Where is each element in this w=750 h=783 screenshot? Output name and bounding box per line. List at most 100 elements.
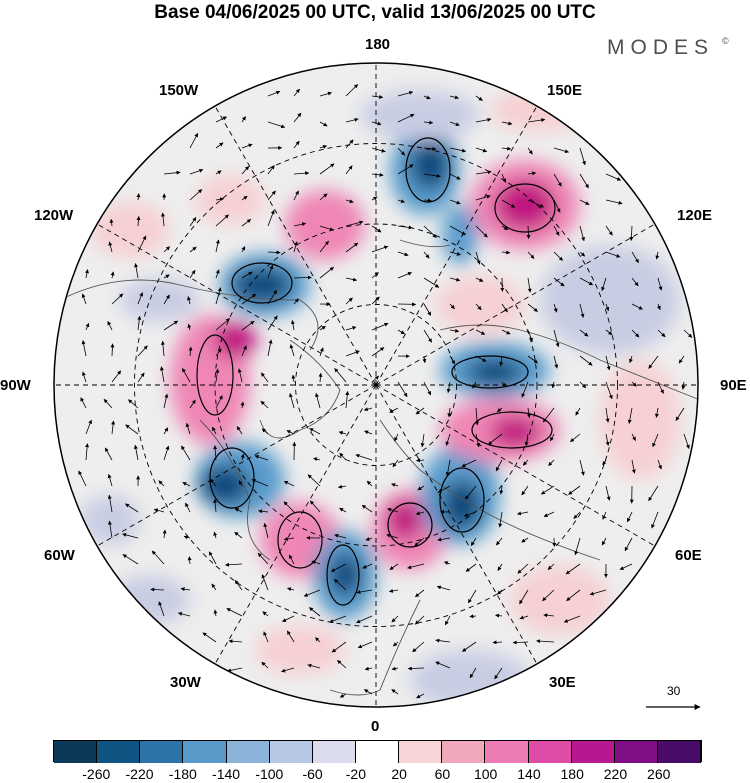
wind-arrow [527, 355, 539, 364]
wind-arrow [122, 554, 139, 565]
wind-arrow [286, 630, 295, 643]
wind-arrow [443, 561, 451, 566]
wind-arrow [371, 375, 379, 383]
wind-arrow [462, 641, 477, 652]
wind-arrow [517, 563, 529, 574]
wind-arrow [501, 381, 506, 388]
wind-arrow [211, 583, 217, 591]
wind-arrow [499, 355, 504, 367]
wind-arrow [215, 239, 220, 253]
wind-arrow [182, 368, 191, 383]
wind-arrow [527, 329, 533, 342]
anomaly-patch [490, 416, 540, 448]
wind-arrow [267, 315, 278, 331]
wind-arrow [311, 560, 321, 565]
wind-arrow [281, 667, 295, 673]
coastline [379, 419, 601, 561]
wind-arrow [527, 147, 533, 155]
anomaly-patch [410, 650, 530, 707]
wind-arrow [467, 589, 477, 604]
wind-arrow [226, 608, 243, 617]
wind-arrow [397, 90, 414, 97]
wind-arrow [215, 287, 222, 305]
wind-arrow [605, 303, 610, 312]
wind-arrow [151, 550, 165, 565]
wind-arrow [648, 485, 659, 502]
wind-arrow [260, 400, 269, 409]
wind-arrow [261, 574, 269, 591]
wind-arrow [288, 554, 295, 565]
wind-arrow [540, 485, 555, 495]
wind-arrow [163, 393, 169, 409]
wind-arrow [654, 407, 659, 418]
wind-arrow [394, 433, 399, 442]
anomaly-patch [120, 278, 200, 322]
wind-arrow [472, 381, 477, 389]
reference-vector-label: 30 [667, 684, 681, 698]
wind-arrow [177, 611, 191, 617]
wind-arrow [338, 484, 347, 489]
wind-arrow [449, 147, 467, 153]
wind-arrow [527, 199, 544, 208]
wind-arrow [605, 407, 610, 423]
wind-arrow [475, 433, 481, 448]
wind-arrow [137, 345, 148, 357]
wind-arrow [494, 667, 503, 680]
wind-arrow [414, 589, 425, 598]
wind-arrow [631, 329, 640, 338]
anomaly-patch [495, 180, 555, 230]
wind-arrow [397, 381, 408, 398]
colorbar-segment [226, 741, 270, 763]
wind-arrow [551, 381, 556, 389]
wind-arrow [240, 453, 245, 461]
wind-arrow [512, 640, 529, 645]
wind-arrow [111, 420, 116, 435]
colorbar-segment [485, 741, 529, 763]
wind-arrow [81, 371, 87, 383]
wind-arrow [416, 693, 425, 699]
lon-label-150e: 150E [547, 82, 583, 99]
wind-arrow [293, 241, 298, 253]
wind-arrow [553, 147, 569, 154]
wind-arrow [315, 637, 321, 643]
wind-arrow [631, 381, 637, 387]
wind-arrow [234, 579, 243, 591]
wind-arrow [187, 323, 192, 331]
wind-arrow [407, 666, 425, 671]
wind-arrow [162, 529, 167, 539]
colorbar-tick-label: 20 [391, 766, 407, 782]
wind-arrow [289, 393, 295, 409]
wind-arrow [362, 563, 373, 569]
wind-arrow [185, 422, 191, 435]
wind-arrow [85, 419, 92, 435]
wind-arrow [213, 531, 218, 539]
latitude-circle [295, 304, 457, 466]
wind-arrow [470, 537, 477, 546]
colorbar-segment [269, 741, 313, 763]
wind-arrow [309, 500, 321, 513]
wind-arrow [589, 589, 607, 596]
wind-arrow [469, 614, 477, 619]
lon-label-90w: 90W [0, 377, 31, 394]
wind-arrow [501, 146, 512, 151]
anomaly-patch [195, 175, 265, 225]
wind-arrow [475, 277, 484, 282]
wind-arrow [657, 329, 666, 338]
wind-vectors [78, 84, 693, 699]
colorbar-segment [442, 741, 486, 763]
colorbar-tick-label: -100 [255, 766, 284, 782]
wind-arrow [125, 503, 139, 513]
wind-arrow [371, 172, 384, 177]
wind-arrow [361, 504, 373, 513]
wind-arrow [345, 297, 353, 305]
wind-arrow [293, 275, 312, 280]
wind-arrow [286, 430, 295, 435]
graticule [54, 63, 698, 707]
wind-arrow [334, 533, 347, 539]
wind-arrow [629, 225, 634, 241]
wind-arrow [103, 398, 113, 409]
colorbar-segment [97, 741, 141, 763]
wind-arrow [492, 640, 503, 645]
wind-arrow [153, 508, 165, 513]
wind-arrow [107, 520, 113, 539]
